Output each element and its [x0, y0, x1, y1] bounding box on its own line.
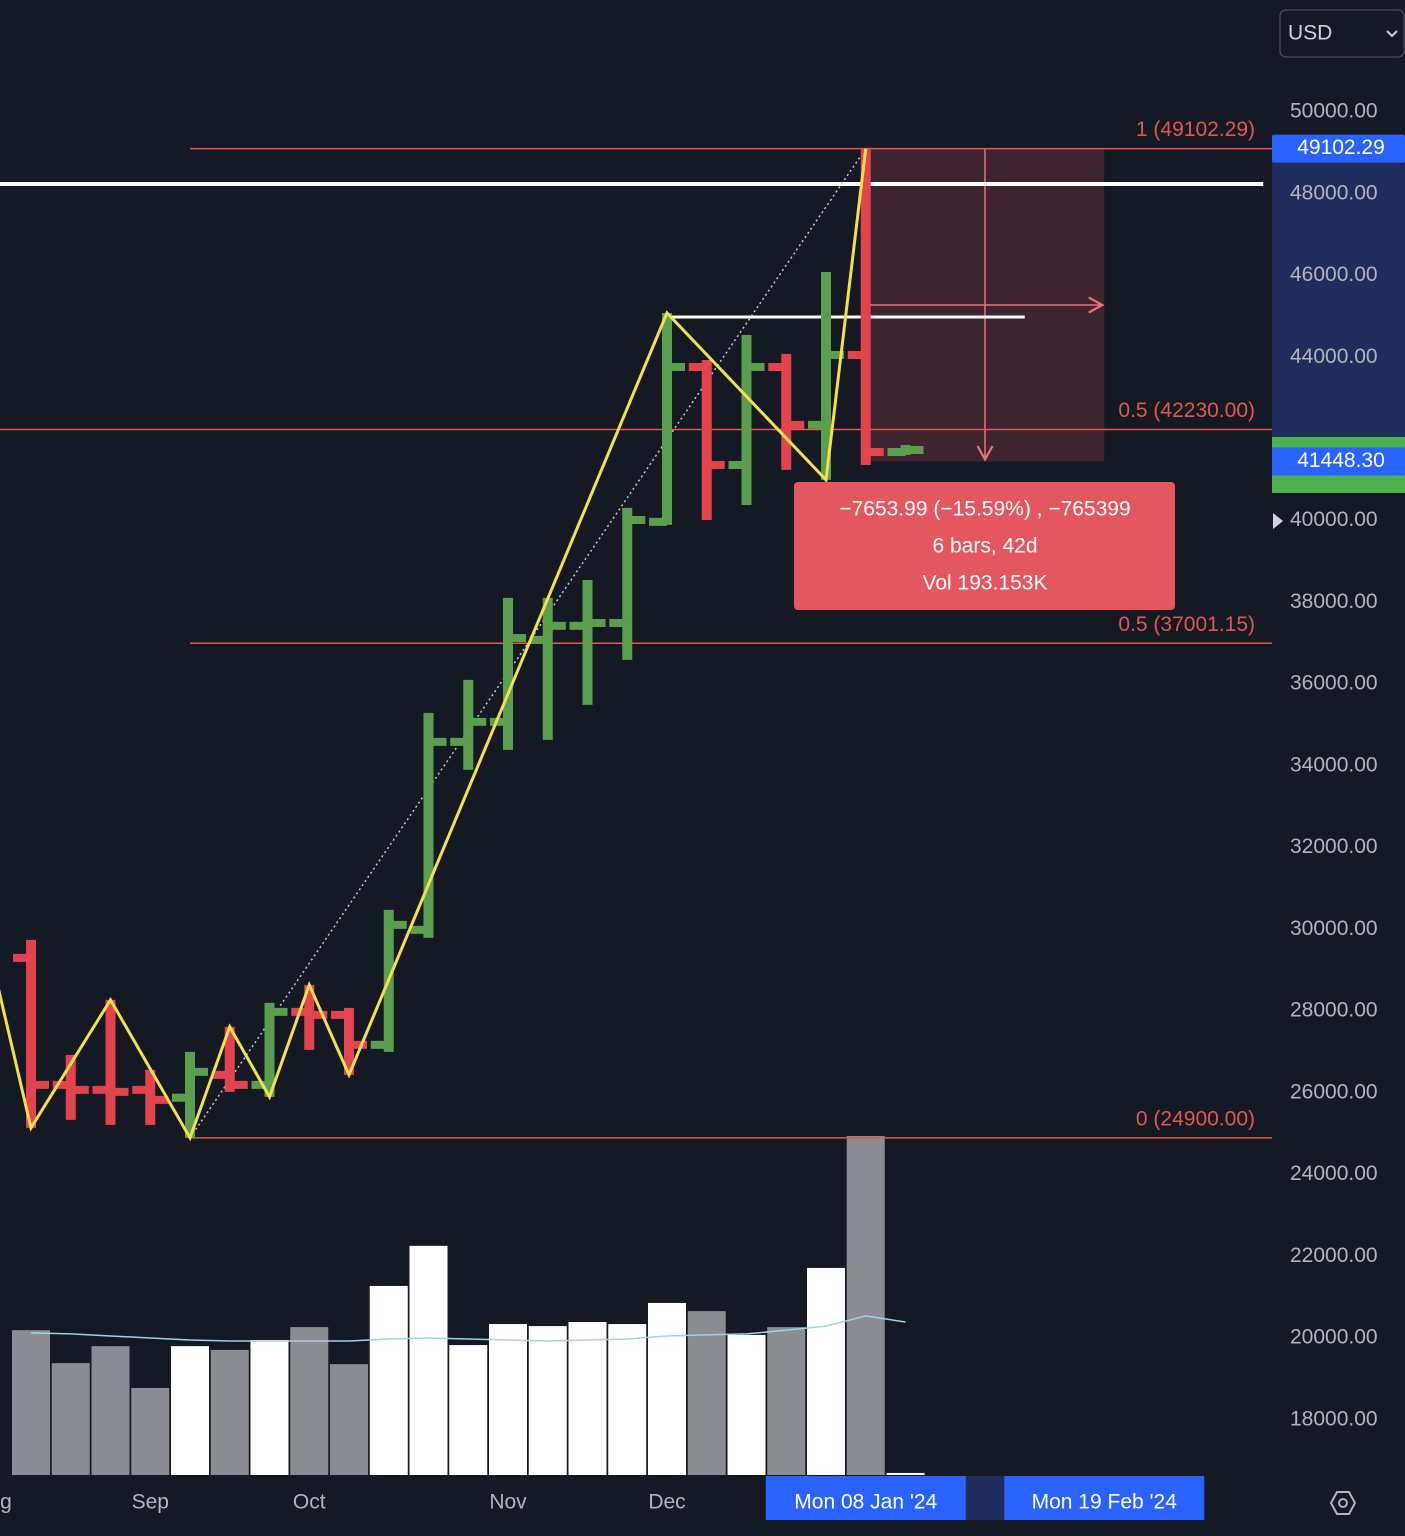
chevron — [1386, 30, 1398, 38]
y-tick-label: 18000.00 — [1290, 1407, 1378, 1430]
y-tick-label: 38000.00 — [1290, 590, 1378, 613]
currency-label: USD — [1288, 22, 1332, 45]
volume-bar — [409, 1245, 448, 1475]
volume-bar — [250, 1340, 289, 1475]
fib-label: 0.5 (37001.15) — [1118, 613, 1255, 636]
volume-bar — [369, 1285, 408, 1475]
time-label: Mon 19 Feb '24 — [1032, 1491, 1178, 1514]
y-tick-label: 48000.00 — [1290, 181, 1378, 204]
y-tick-label: 50000.00 — [1290, 100, 1378, 123]
volume-bar — [51, 1363, 90, 1475]
y-tick-label: 40000.00 — [1290, 508, 1378, 531]
volume-bar — [727, 1334, 766, 1475]
axis-range-highlight — [1272, 148, 1405, 462]
currency-select[interactable] — [1279, 9, 1405, 58]
x-tick-label: Sep — [132, 1491, 169, 1514]
plot — [0, 147, 1272, 1475]
x-tick-label: Dec — [648, 1491, 685, 1514]
measure-text: 6 bars, 42d — [932, 535, 1037, 558]
volume-bar — [528, 1326, 567, 1475]
fib-label: 0 (24900.00) — [1136, 1107, 1255, 1130]
volume-bar — [91, 1346, 130, 1475]
y-tick-label: 36000.00 — [1290, 672, 1378, 695]
settings-icon[interactable] — [1329, 1491, 1357, 1515]
volume-bar — [449, 1345, 488, 1475]
time-label-box — [1004, 1476, 1205, 1520]
measure-text: Vol 193.153K — [923, 572, 1048, 595]
y-tick-label: 32000.00 — [1290, 835, 1378, 858]
price-label-box — [1272, 134, 1405, 163]
fib-label: 1 (49102.29) — [1136, 118, 1255, 141]
measure-box — [794, 482, 1175, 610]
volume-bar — [489, 1324, 527, 1475]
y-tick-label: 46000.00 — [1290, 263, 1378, 286]
x-tick-label: Nov — [489, 1491, 527, 1514]
fib-label: 0.5 (42230.00) — [1118, 399, 1255, 422]
y-tick-label: 44000.00 — [1290, 345, 1378, 368]
time-label: Mon 08 Jan '24 — [794, 1491, 937, 1514]
y-tick-label: 34000.00 — [1290, 753, 1378, 776]
y-tick-label: 24000.00 — [1290, 1162, 1378, 1185]
price-axis: 18000.00 20000.00 22000.00 24000.00 26000.00… — [1272, 100, 1405, 1430]
volume-bar — [807, 1267, 845, 1475]
volume-bar — [12, 1330, 50, 1475]
volume-ma — [30, 1315, 906, 1342]
measure-text: −7653.99 (−15.59%) , −765399 — [839, 498, 1130, 521]
volume-bar — [131, 1387, 170, 1475]
volume-bar — [687, 1311, 726, 1475]
volume-bar — [171, 1346, 209, 1475]
volume-bar — [568, 1322, 607, 1475]
y-tick-label: 22000.00 — [1290, 1244, 1378, 1267]
volume-bar — [846, 1136, 885, 1475]
volume-bar — [330, 1364, 368, 1475]
volume-bar — [210, 1349, 249, 1475]
y-tick-label: 30000.00 — [1290, 917, 1378, 940]
zigzag — [0, 148, 868, 1142]
y-tick-label: 20000.00 — [1290, 1326, 1378, 1349]
price-label-box — [1272, 447, 1405, 476]
volume-bar — [886, 1472, 925, 1475]
price-label: 41448.30 — [1297, 449, 1385, 472]
price-label: 49102.29 — [1297, 136, 1385, 159]
volume-bar — [290, 1327, 329, 1475]
volume-bar — [608, 1324, 647, 1475]
x-tick-label: g — [0, 1491, 12, 1514]
volume-bar — [767, 1327, 806, 1475]
x-tick-label: Oct — [293, 1491, 326, 1514]
y-tick-label: 26000.00 — [1290, 1080, 1378, 1103]
volume-bar — [648, 1302, 686, 1475]
last-price-marker — [1273, 513, 1283, 529]
y-tick-label: 28000.00 — [1290, 999, 1378, 1022]
time-label-box — [765, 1476, 966, 1520]
